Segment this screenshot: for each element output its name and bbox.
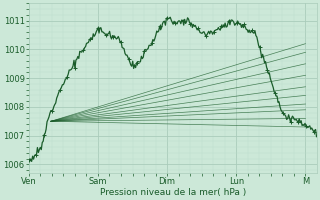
X-axis label: Pression niveau de la mer( hPa ): Pression niveau de la mer( hPa ) bbox=[100, 188, 246, 197]
